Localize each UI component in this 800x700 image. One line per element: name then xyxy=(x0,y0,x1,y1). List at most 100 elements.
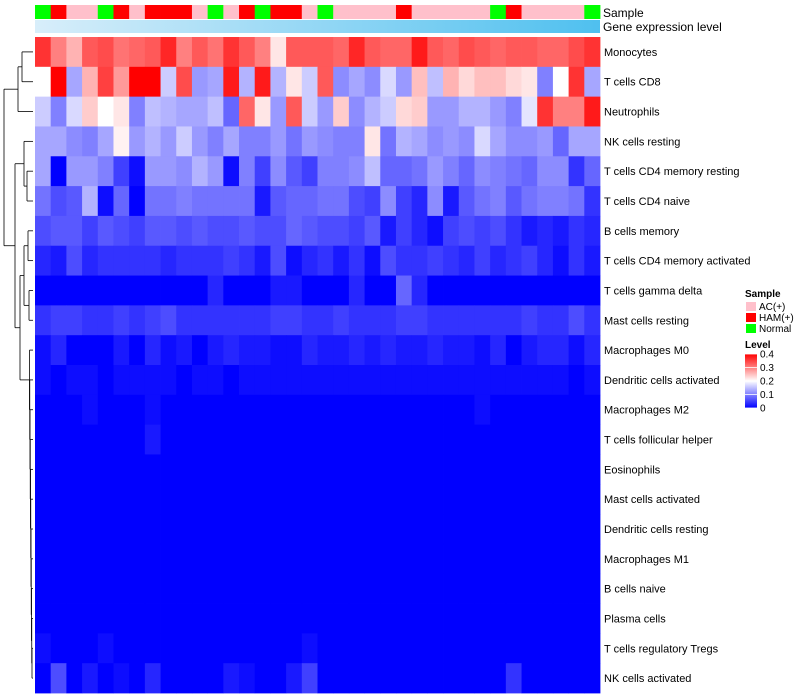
heatmap-cell xyxy=(35,603,52,634)
heatmap-cell xyxy=(395,275,413,306)
heatmap-cell xyxy=(490,275,507,306)
heatmap-cell xyxy=(129,514,146,545)
heatmap-cell xyxy=(552,335,570,366)
heatmap-cell xyxy=(207,603,224,634)
heatmap-cell xyxy=(254,335,271,366)
heatmap-cell xyxy=(176,245,193,276)
heatmap-cell xyxy=(129,305,146,336)
heatmap-cell xyxy=(144,37,161,68)
heatmap-cell xyxy=(239,275,256,306)
heatmap-cell xyxy=(380,543,397,575)
heatmap-cell xyxy=(176,335,193,366)
heatmap-cell xyxy=(144,245,161,276)
heatmap-cell xyxy=(333,156,350,187)
heatmap-cell xyxy=(584,275,601,306)
heatmap-cell xyxy=(568,275,585,306)
heatmap-cell xyxy=(411,156,428,187)
heatmap-cell xyxy=(317,96,334,127)
heatmap-cell xyxy=(474,66,491,98)
heatmap-cell xyxy=(144,663,161,694)
heatmap-cell xyxy=(286,37,303,68)
heatmap-cell xyxy=(458,335,475,366)
heatmap-cell xyxy=(113,514,130,545)
heatmap-cell xyxy=(380,573,397,604)
heatmap-cell xyxy=(97,633,114,664)
heatmap-cell xyxy=(584,573,601,604)
heatmap-cell xyxy=(395,96,413,127)
heatmap-cell xyxy=(411,484,428,515)
heatmap-cell xyxy=(50,663,67,694)
sample-annotation-cell xyxy=(50,5,67,19)
heatmap-cell xyxy=(427,215,444,247)
legend-level-ticks: 0.4 0.3 0.2 0.1 0 xyxy=(745,350,774,415)
heatmap-cell xyxy=(176,454,193,485)
heatmap-cell xyxy=(552,663,570,694)
heatmap-cell xyxy=(474,573,491,604)
heatmap-cell xyxy=(176,365,193,396)
sample-annotation-cell xyxy=(129,5,146,19)
heatmap-cell xyxy=(505,305,522,336)
heatmap-cell xyxy=(129,66,146,98)
heatmap-cell xyxy=(254,663,271,694)
legend-level-tick-label: 0.2 xyxy=(760,377,774,388)
heatmap-cell xyxy=(176,215,193,247)
heatmap-cell xyxy=(113,37,130,68)
heatmap-cell xyxy=(505,633,522,664)
heatmap-cell xyxy=(50,514,67,545)
heatmap-cell xyxy=(176,394,193,426)
heatmap-cell xyxy=(50,156,67,187)
heatmap-cell xyxy=(223,186,240,217)
heatmap-cell xyxy=(380,245,397,276)
heatmap-cell xyxy=(223,484,240,515)
heatmap-cell xyxy=(521,245,538,276)
heatmap-cell xyxy=(443,543,460,575)
heatmap-cell xyxy=(568,454,585,485)
heatmap-cell xyxy=(191,186,209,217)
heatmap-cell xyxy=(333,126,350,157)
heatmap-cell xyxy=(584,603,601,634)
heatmap-cell xyxy=(458,66,475,98)
heatmap-cell xyxy=(521,484,538,515)
heatmap-cell xyxy=(66,126,83,157)
heatmap-cell xyxy=(505,37,522,68)
heatmap-cell xyxy=(270,424,287,455)
sample-annotation-cell xyxy=(270,5,287,19)
row-label: Monocytes xyxy=(604,47,658,59)
heatmap-cell xyxy=(207,514,224,545)
heatmap-cell xyxy=(364,275,381,306)
heatmap-cell xyxy=(113,335,130,366)
heatmap-cell xyxy=(301,335,318,366)
heatmap-cell xyxy=(505,66,522,98)
sample-annotation-cell xyxy=(35,5,52,19)
heatmap-cell xyxy=(270,66,287,98)
heatmap-cell xyxy=(270,156,287,187)
sample-annotation-bar xyxy=(35,5,601,19)
heatmap-cell xyxy=(411,335,428,366)
heatmap-cell xyxy=(254,484,271,515)
heatmap-cell xyxy=(490,66,507,98)
heatmap-cell xyxy=(584,186,601,217)
heatmap-cell xyxy=(364,394,381,426)
heatmap-cell xyxy=(50,543,67,575)
heatmap-cell xyxy=(474,245,491,276)
heatmap-cell xyxy=(66,305,83,336)
heatmap-cell xyxy=(82,394,99,426)
heatmap-cell xyxy=(144,454,161,485)
heatmap-cell xyxy=(505,245,522,276)
heatmap-cell xyxy=(35,454,52,485)
heatmap-cell xyxy=(160,633,177,664)
heatmap-cell xyxy=(286,484,303,515)
heatmap-cell xyxy=(160,215,177,247)
heatmap-cell xyxy=(505,543,522,575)
heatmap-cell xyxy=(35,394,52,426)
heatmap-cell xyxy=(286,156,303,187)
heatmap-cell xyxy=(348,335,365,366)
heatmap-cell xyxy=(301,186,318,217)
heatmap-cell xyxy=(411,96,428,127)
heatmap-cell xyxy=(458,394,475,426)
heatmap-cell xyxy=(427,424,444,455)
heatmap-cell xyxy=(82,156,99,187)
legend-level-tick-label: 0.1 xyxy=(760,390,774,401)
heatmap-cell xyxy=(191,275,209,306)
heatmap-cell xyxy=(490,186,507,217)
